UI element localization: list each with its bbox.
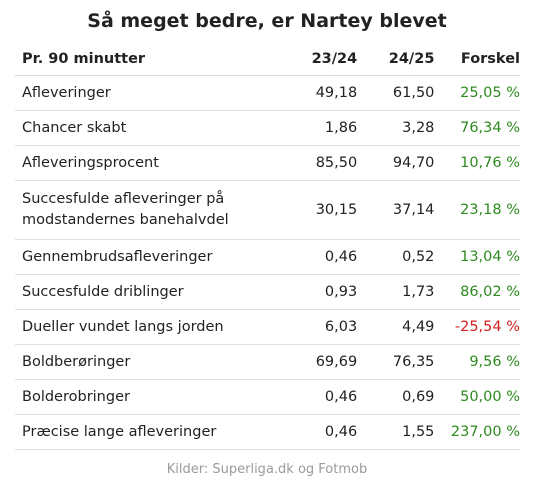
difference-value: -25,54 % <box>434 309 520 345</box>
value-2324: 85,50 <box>281 145 358 181</box>
value-2324: 6,03 <box>281 309 358 345</box>
table-row: Afleveringsprocent 85,50 94,70 10,76 % <box>15 145 520 181</box>
page-title: Så meget bedre, er Nartey blevet <box>87 10 447 32</box>
difference-value: 86,02 % <box>434 274 520 310</box>
metric-label: Afleveringsprocent <box>15 145 282 181</box>
table-row: Præcise lange afleveringer 0,46 1,55 237,00… <box>15 414 520 450</box>
value-2425: 0,69 <box>357 379 435 415</box>
table-row: Gennembrudsafleveringer 0,46 0,52 13,04 % <box>15 239 520 275</box>
value-2425: 94,70 <box>357 145 435 181</box>
table-row: Succesfulde driblinger 0,93 1,73 86,02 % <box>15 274 520 310</box>
difference-value: 23,18 % <box>434 180 520 240</box>
difference-value: 50,00 % <box>434 379 520 415</box>
value-2425: 3,28 <box>357 110 435 146</box>
header-difference: Forskel <box>434 42 520 76</box>
value-2324: 69,69 <box>281 344 358 380</box>
value-2425: 0,52 <box>357 239 435 275</box>
header-season-2324: 23/24 <box>281 42 358 76</box>
table-row: Chancer skabt 1,86 3,28 76,34 % <box>15 110 520 146</box>
metric-label: Succesfulde afleveringer på modstanderne… <box>15 180 282 240</box>
value-2425: 1,73 <box>357 274 435 310</box>
table-row: Bolderobringer 0,46 0,69 50,00 % <box>15 379 520 415</box>
value-2425: 37,14 <box>357 180 435 240</box>
value-2324: 30,15 <box>281 180 358 240</box>
difference-value: 9,56 % <box>434 344 520 380</box>
table-row: Boldberøringer 69,69 76,35 9,56 % <box>15 344 520 380</box>
header-metric: Pr. 90 minutter <box>15 42 282 76</box>
difference-value: 237,00 % <box>434 414 520 450</box>
metric-label: Præcise lange afleveringer <box>15 414 282 450</box>
value-2324: 0,46 <box>281 239 358 275</box>
metric-label: Bolderobringer <box>15 379 282 415</box>
value-2324: 49,18 <box>281 75 358 111</box>
table-row: Succesfulde afleveringer på modstanderne… <box>15 180 520 240</box>
difference-value: 76,34 % <box>434 110 520 146</box>
value-2425: 1,55 <box>357 414 435 450</box>
stats-table: Pr. 90 minutter 23/24 24/25 Forskel Afle… <box>15 42 520 450</box>
table-row: Afleveringer 49,18 61,50 25,05 % <box>15 75 520 111</box>
metric-label: Dueller vundet langs jorden <box>15 309 282 345</box>
header-season-2425: 24/25 <box>357 42 435 76</box>
metric-label: Chancer skabt <box>15 110 282 146</box>
value-2425: 4,49 <box>357 309 435 345</box>
value-2324: 0,46 <box>281 379 358 415</box>
metric-label: Boldberøringer <box>15 344 282 380</box>
table-row: Dueller vundet langs jorden 6,03 4,49 -25,5… <box>15 309 520 345</box>
metric-label: Gennembrudsafleveringer <box>15 239 282 275</box>
metric-label: Afleveringer <box>15 75 282 111</box>
metric-label: Succesfulde driblinger <box>15 274 282 310</box>
difference-value: 10,76 % <box>434 145 520 181</box>
difference-value: 13,04 % <box>434 239 520 275</box>
value-2324: 1,86 <box>281 110 358 146</box>
value-2425: 76,35 <box>357 344 435 380</box>
table-header-row: Pr. 90 minutter 23/24 24/25 Forskel <box>15 42 520 76</box>
value-2425: 61,50 <box>357 75 435 111</box>
difference-value: 25,05 % <box>434 75 520 111</box>
source-note: Kilder: Superliga.dk og Fotmob <box>166 462 368 477</box>
value-2324: 0,46 <box>281 414 358 450</box>
value-2324: 0,93 <box>281 274 358 310</box>
